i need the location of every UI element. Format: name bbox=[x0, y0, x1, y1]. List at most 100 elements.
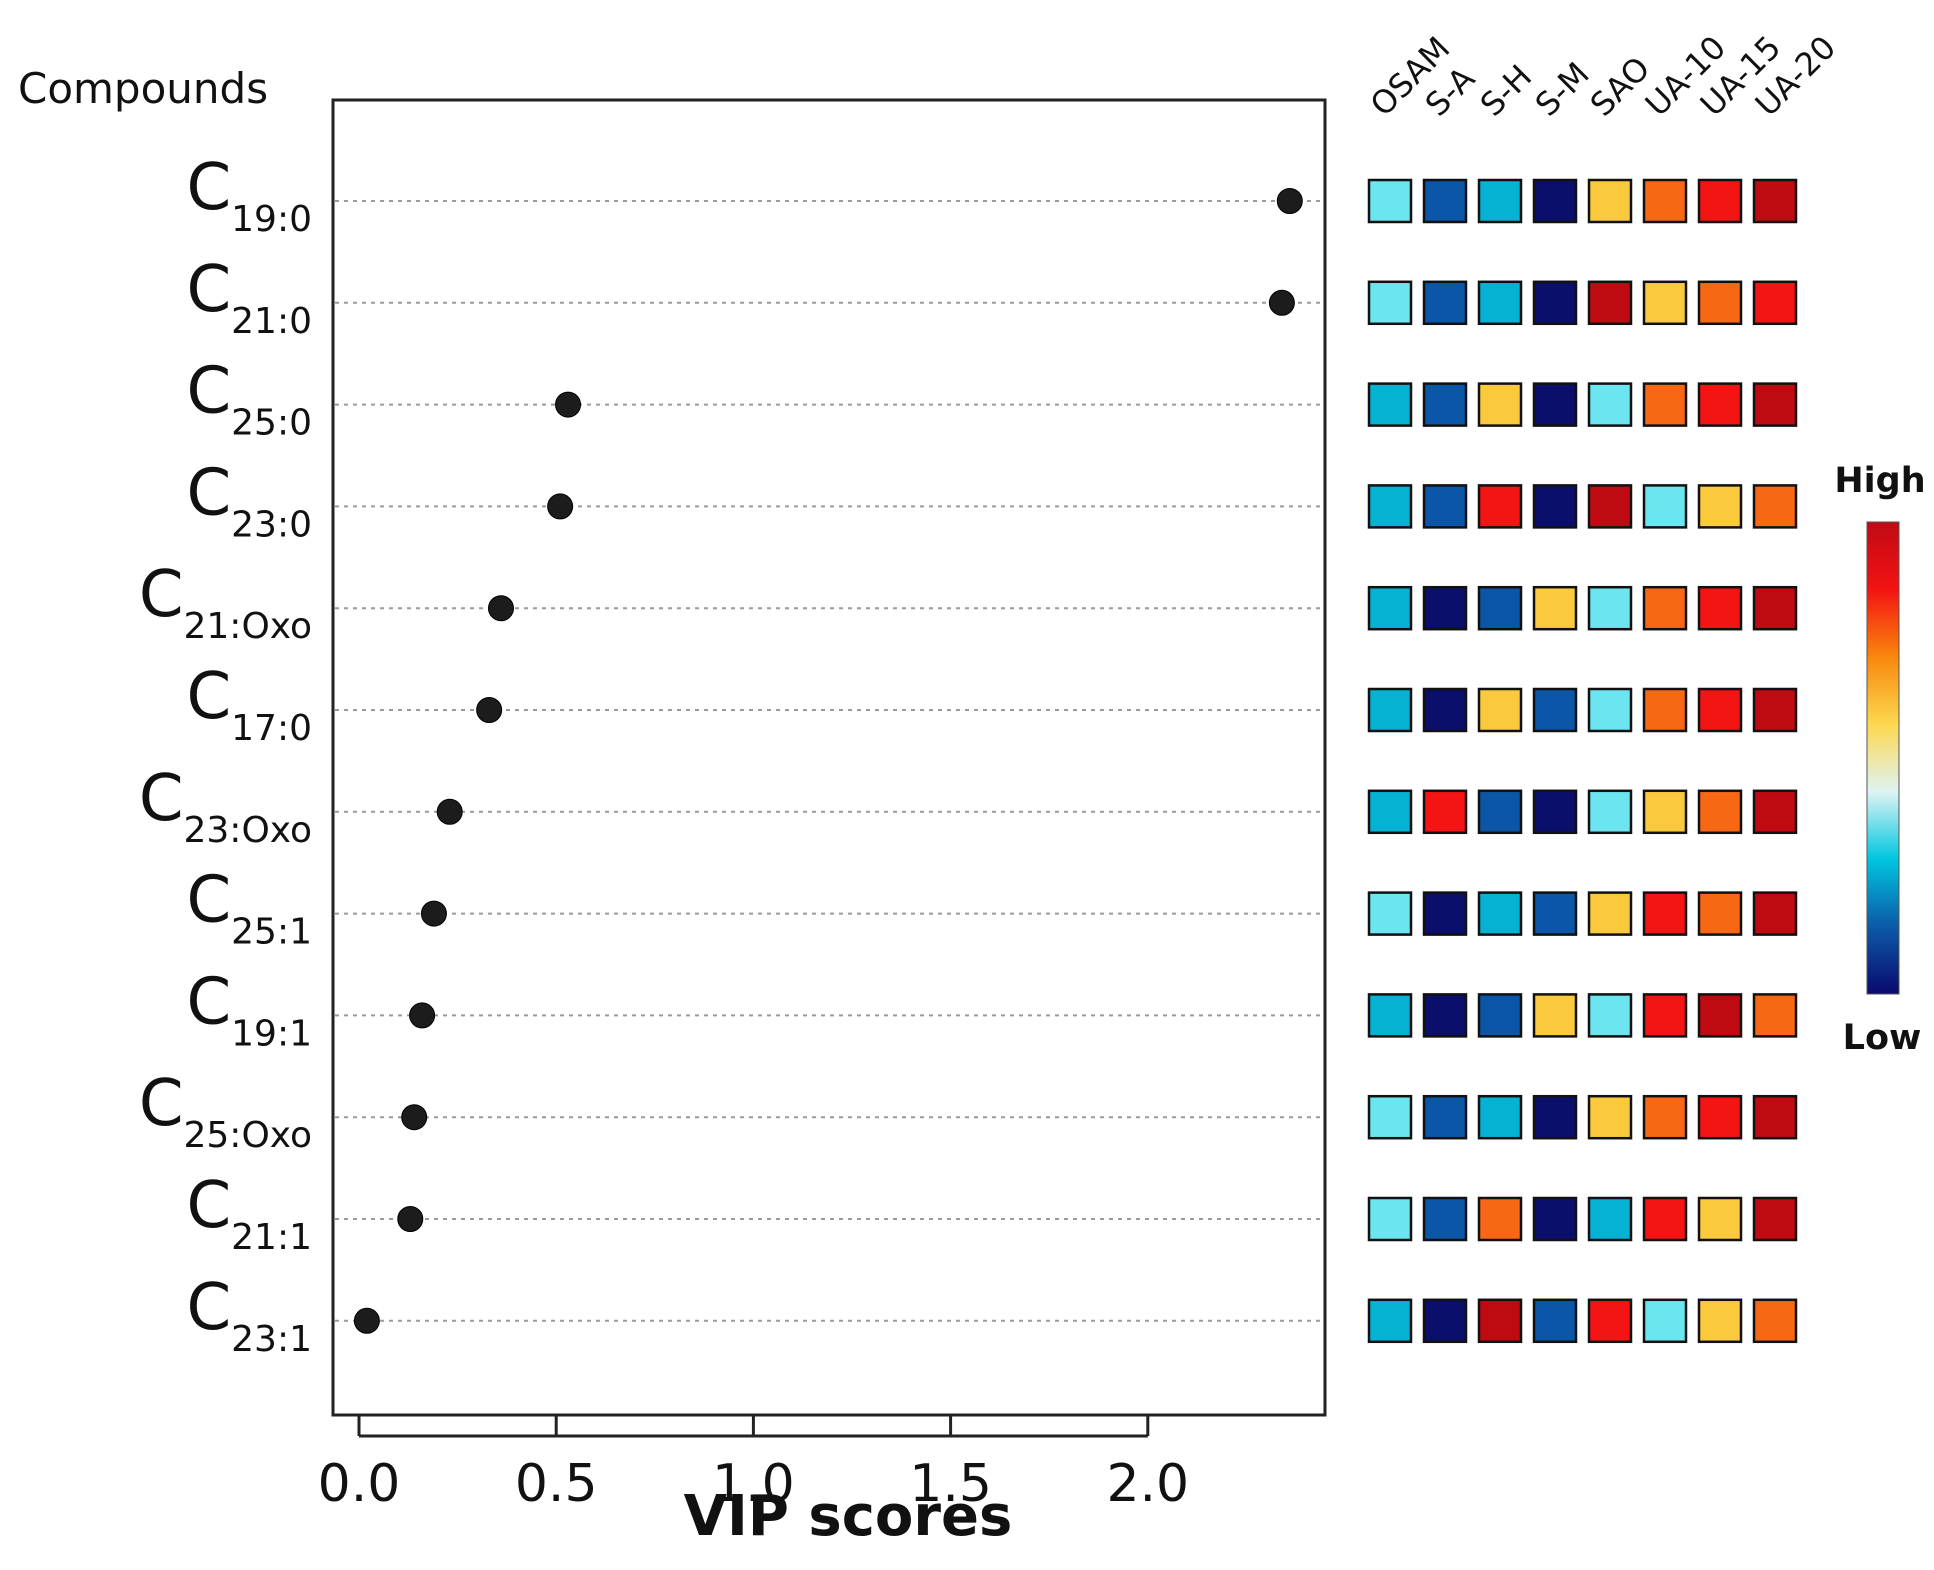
heatmap-cell bbox=[1587, 891, 1633, 936]
compound-label: C23:Oxo bbox=[139, 762, 312, 851]
heatmap-cell bbox=[1477, 585, 1523, 631]
heatmap-cell bbox=[1642, 484, 1688, 529]
heatmap-cell bbox=[1367, 789, 1413, 835]
compound-label: C21:Oxo bbox=[139, 558, 312, 647]
compound-label: C25:1 bbox=[186, 864, 312, 953]
heatmap-cell bbox=[1587, 382, 1633, 427]
heatmap-cell bbox=[1477, 789, 1523, 835]
compound-label: C21:0 bbox=[186, 253, 312, 342]
heatmap-cell bbox=[1587, 1298, 1633, 1344]
heatmap-cell bbox=[1752, 1196, 1798, 1242]
compound-label-subscript: 25:1 bbox=[231, 912, 312, 953]
heatmap-cell bbox=[1697, 585, 1743, 631]
data-point bbox=[409, 1002, 436, 1029]
heatmap-cell bbox=[1642, 891, 1688, 936]
compound-label-subscript: 21:1 bbox=[231, 1217, 312, 1258]
heatmap-cell bbox=[1752, 484, 1798, 529]
compound-label-subscript: 23:0 bbox=[231, 504, 312, 545]
heatmap-cell bbox=[1642, 993, 1688, 1038]
legend-high-label: High bbox=[1834, 461, 1925, 501]
heatmap-cell bbox=[1367, 382, 1413, 427]
heatmap-cell bbox=[1642, 1094, 1688, 1140]
heatmap-cell bbox=[1532, 382, 1578, 427]
heatmap-cell bbox=[1532, 789, 1578, 835]
heatmap-cell bbox=[1752, 382, 1798, 427]
legend-low-label: Low bbox=[1843, 1018, 1922, 1058]
heatmap-cell bbox=[1697, 1094, 1743, 1140]
heatmap-cell bbox=[1422, 993, 1468, 1038]
heatmap-cell bbox=[1532, 1196, 1578, 1242]
heatmap-cell bbox=[1697, 1196, 1743, 1242]
heatmap-cell bbox=[1477, 178, 1523, 224]
legend-color-bar bbox=[1866, 521, 1900, 995]
data-point bbox=[1268, 289, 1295, 316]
heatmap-cell bbox=[1752, 687, 1798, 733]
heatmap-cell bbox=[1752, 891, 1798, 936]
x-axis-label: VIP scores bbox=[684, 1484, 1013, 1549]
heatmap-cell bbox=[1532, 687, 1578, 733]
compound-label-base: C bbox=[186, 456, 231, 530]
compound-label: C25:Oxo bbox=[139, 1067, 312, 1156]
compound-label-base: C bbox=[186, 965, 231, 1039]
compound-label-subscript: 23:1 bbox=[231, 1319, 312, 1360]
compound-label-base: C bbox=[186, 864, 231, 938]
heatmap-cell bbox=[1477, 891, 1523, 936]
data-point bbox=[353, 1307, 380, 1334]
heatmap-cell bbox=[1422, 1196, 1468, 1242]
color-legend: High Low bbox=[1834, 461, 1925, 1058]
x-tick-label: 0.5 bbox=[515, 1454, 598, 1514]
heatmap-cell bbox=[1367, 1196, 1413, 1242]
heatmap-cell bbox=[1367, 1094, 1413, 1140]
heatmap-cell bbox=[1752, 585, 1798, 631]
heatmap-cell bbox=[1587, 280, 1633, 326]
heatmap-cell bbox=[1477, 687, 1523, 733]
y-axis-labels: C19:0C21:0C25:0C23:0C21:OxoC17:0C23:OxoC… bbox=[139, 151, 312, 1360]
heatmap-cell bbox=[1587, 993, 1633, 1038]
data-point bbox=[436, 798, 463, 825]
heatmap-cell bbox=[1532, 891, 1578, 936]
heatmap-cell bbox=[1752, 993, 1798, 1038]
heatmap-cell bbox=[1422, 585, 1468, 631]
heatmap-cell bbox=[1587, 1196, 1633, 1242]
compounds-header: Compounds bbox=[18, 64, 268, 113]
heatmap-cell bbox=[1642, 687, 1688, 733]
compound-label-base: C bbox=[186, 1271, 231, 1345]
compound-label-subscript: 19:1 bbox=[231, 1013, 312, 1054]
x-tick-label: 0.0 bbox=[318, 1454, 401, 1514]
heatmap-cell bbox=[1532, 1298, 1578, 1344]
compound-label-base: C bbox=[186, 1169, 231, 1243]
compound-label: C17:0 bbox=[186, 660, 312, 749]
data-point bbox=[476, 697, 503, 723]
heatmap-cell bbox=[1422, 382, 1468, 427]
compound-label-subscript: 25:0 bbox=[231, 403, 312, 444]
heatmap-cell bbox=[1422, 1298, 1468, 1344]
heatmap-cell bbox=[1532, 585, 1578, 631]
heatmap-cell bbox=[1422, 789, 1468, 835]
compound-label: C23:0 bbox=[186, 456, 312, 545]
compound-label: C23:1 bbox=[186, 1271, 312, 1360]
heatmap-cell bbox=[1642, 382, 1688, 427]
compound-label-subscript: 21:Oxo bbox=[184, 606, 313, 647]
compound-label-base: C bbox=[139, 762, 184, 836]
data-point bbox=[401, 1104, 428, 1131]
heatmap-cell bbox=[1642, 789, 1688, 835]
heatmap-cell bbox=[1587, 178, 1633, 224]
heatmap-cell bbox=[1477, 484, 1523, 529]
plot-frame bbox=[331, 98, 1327, 1417]
heatmap-cell bbox=[1532, 1094, 1578, 1140]
heatmap-cells bbox=[1367, 178, 1798, 1344]
compound-label-subscript: 21:0 bbox=[231, 301, 312, 342]
heatmap-cell bbox=[1587, 484, 1633, 529]
data-point bbox=[397, 1206, 424, 1232]
heatmap-cell bbox=[1697, 789, 1743, 835]
compound-label-base: C bbox=[186, 151, 231, 225]
x-axis: 0.0 0.5 1.0 1.5 2.0 bbox=[318, 1415, 1189, 1514]
plot-area: Compounds C19:0C21:0C25:0C23:0C21:OxoC17… bbox=[18, 64, 1327, 1549]
heatmap-cell bbox=[1367, 687, 1413, 733]
heatmap-cell bbox=[1532, 280, 1578, 326]
heatmap-cell bbox=[1532, 993, 1578, 1038]
heatmap-cell bbox=[1477, 1196, 1523, 1242]
compound-label: C21:1 bbox=[186, 1169, 312, 1258]
